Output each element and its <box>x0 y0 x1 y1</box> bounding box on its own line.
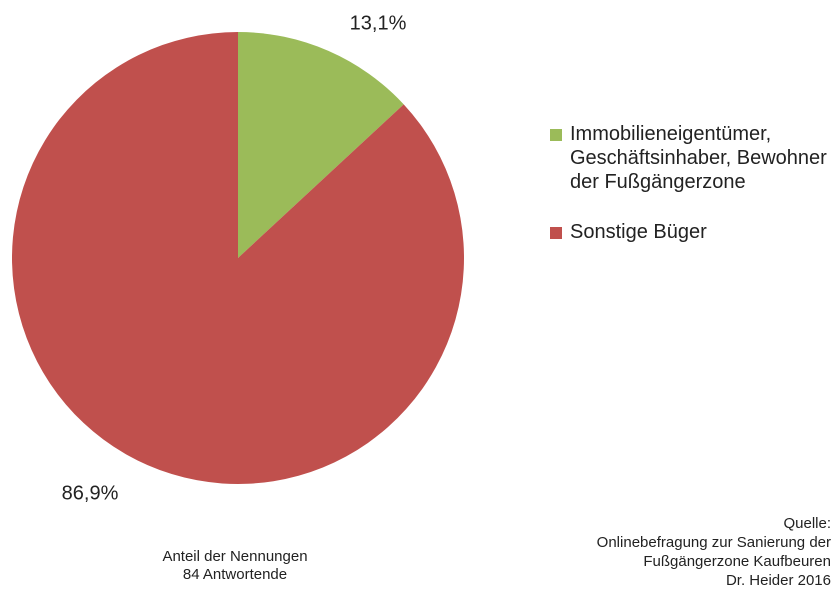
legend-label: Immobilieneigentümer, Geschäftsinhaber, … <box>570 123 827 193</box>
value-label: 13,1% <box>350 12 407 34</box>
pie-slice <box>238 32 404 258</box>
legend-swatch <box>550 227 562 239</box>
source-line: Onlinebefragung zur Sanierung der <box>596 534 831 551</box>
legend-swatch <box>550 129 562 141</box>
legend-item: Sonstige Büger <box>548 220 833 244</box>
note-line: 84 Antwortende <box>182 566 288 583</box>
value-label: 86,9% <box>62 482 119 504</box>
legend-item: Immobilieneigentümer, Geschäftsinhaber, … <box>548 122 833 194</box>
note-line: Anteil der Nennungen <box>162 548 308 565</box>
source-line: Dr. Heider 2016 <box>725 572 831 589</box>
source-line: Quelle: <box>783 515 831 532</box>
notes: Anteil der Nennungen 84 Antwortende <box>110 548 360 584</box>
pie-slice <box>11 32 465 484</box>
legend: Immobilieneigentümer, Geschäftsinhaber, … <box>548 122 833 270</box>
source-line: Fußgängerzone Kaufbeuren <box>643 553 831 570</box>
legend-label: Sonstige Büger <box>570 221 707 243</box>
source: Quelle: Onlinebefragung zur Sanierung der… <box>597 514 831 590</box>
chart: 13,1% 86,9% <box>11 12 465 504</box>
